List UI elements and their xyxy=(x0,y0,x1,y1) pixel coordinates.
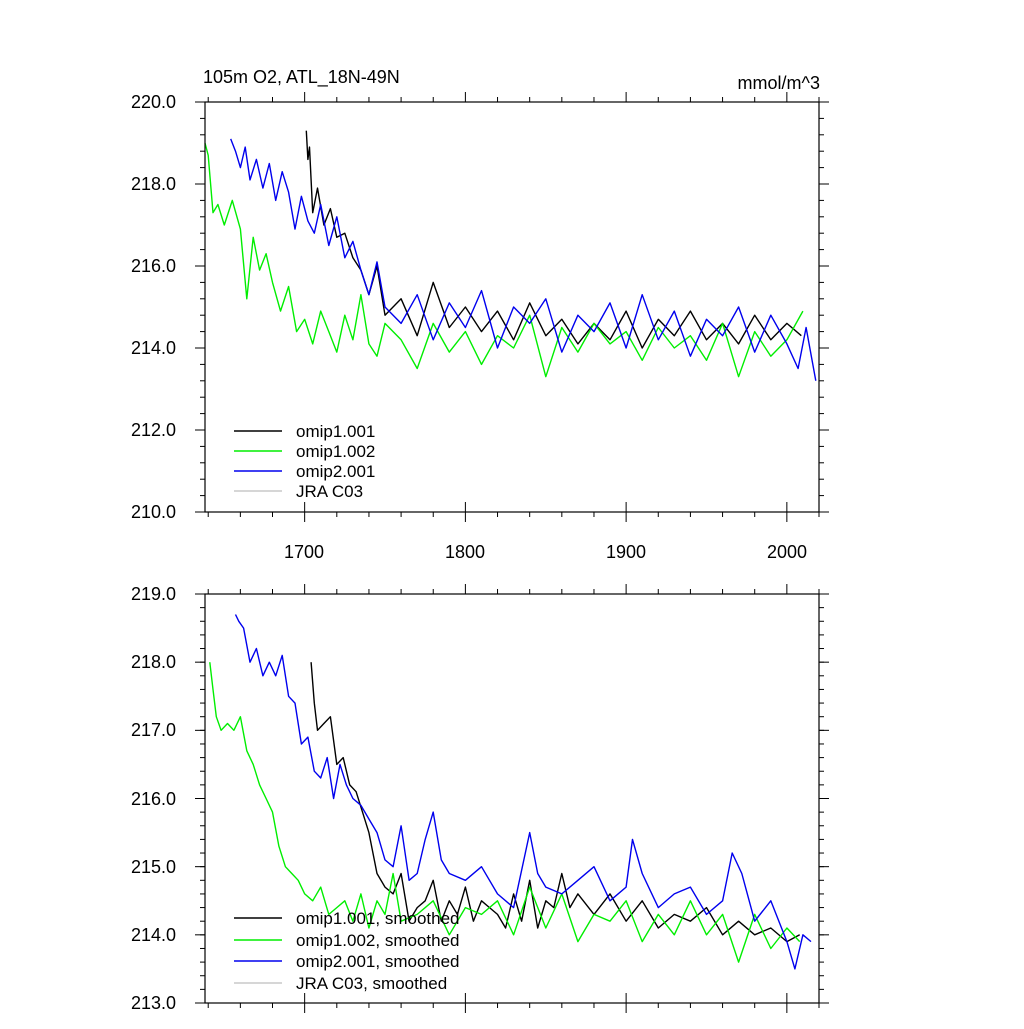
x-tick-label: 2000 xyxy=(767,542,807,562)
plot-frame xyxy=(204,101,820,513)
series-group xyxy=(209,614,812,970)
legend-label: omip1.001, smoothed xyxy=(296,909,460,928)
y-tick-label: 214.0 xyxy=(131,925,176,945)
bottom-panel: 213.0 214.0 215.0 216.0 217.0 218.0 219.… xyxy=(131,584,829,1013)
legend-label: omip1.002 xyxy=(296,442,375,461)
axis-ticks xyxy=(195,92,829,522)
y-tick-label: 216.0 xyxy=(131,789,176,809)
y-tick-label: 217.0 xyxy=(131,720,176,740)
series-line-omip2-001 xyxy=(230,138,817,381)
y-tick-label: 220.0 xyxy=(131,92,176,112)
y-tick-label: 213.0 xyxy=(131,993,176,1013)
units-label: mmol/m^3 xyxy=(738,73,820,93)
y-tick-label: 216.0 xyxy=(131,256,176,276)
x-tick-label: 1700 xyxy=(284,542,324,562)
x-tick-label: 1800 xyxy=(445,542,485,562)
series-line-omip1-002-smoothed xyxy=(209,662,801,963)
series-line-omip2-001-smoothed xyxy=(234,614,812,970)
legend-label: omip1.001 xyxy=(296,422,375,441)
legend: omip1.001, smoothed omip1.002, smoothed … xyxy=(234,909,460,993)
y-tick-label: 218.0 xyxy=(131,174,176,194)
legend-label: omip1.002, smoothed xyxy=(296,931,460,950)
chart-title: 105m O2, ATL_18N-49N xyxy=(203,67,400,88)
top-panel: 105m O2, ATL_18N-49N mmol/m^3 210.0 212.… xyxy=(131,67,829,562)
y-tick-label: 219.0 xyxy=(131,584,176,604)
series-line-omip1-002 xyxy=(204,142,804,378)
legend-label: JRA C03, smoothed xyxy=(296,974,447,993)
legend: omip1.001 omip1.002 omip2.001 JRA C03 xyxy=(234,422,375,501)
legend-label: JRA C03 xyxy=(296,482,363,501)
x-tick-label: 1900 xyxy=(606,542,646,562)
legend-label: omip2.001, smoothed xyxy=(296,952,460,971)
y-tick-label: 212.0 xyxy=(131,420,176,440)
legend-label: omip2.001 xyxy=(296,462,375,481)
y-tick-label: 210.0 xyxy=(131,502,176,522)
y-tick-label: 215.0 xyxy=(131,857,176,877)
series-group xyxy=(204,130,817,381)
axis-ticks xyxy=(195,584,829,1013)
y-tick-label: 218.0 xyxy=(131,652,176,672)
y-tick-label: 214.0 xyxy=(131,338,176,358)
